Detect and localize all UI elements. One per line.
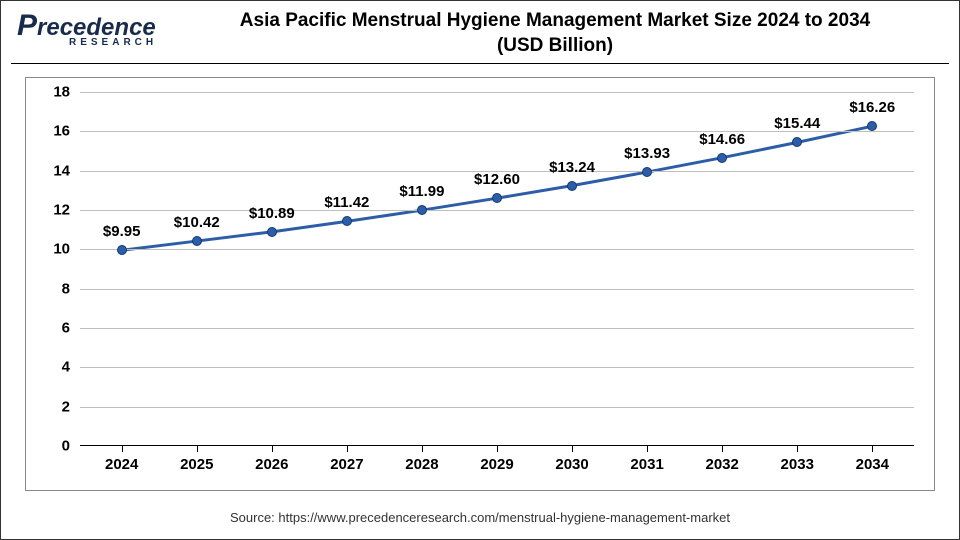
- gridline: [80, 328, 914, 329]
- y-tick-label: 4: [62, 359, 80, 376]
- x-tick-label: 2033: [781, 446, 814, 473]
- data-marker: [567, 181, 577, 191]
- chart-area: 0 2 4 6 8 10 12 14 16 18 2024 2025 2026 2027 2028 2029 2…: [25, 77, 935, 491]
- y-tick-label: 8: [62, 280, 80, 297]
- data-marker: [267, 227, 277, 237]
- chart-container: Precedence RESEARCH Asia Pacific Menstru…: [0, 0, 960, 540]
- series-line: [122, 126, 873, 250]
- data-label: $15.44: [774, 115, 820, 132]
- data-label: $9.95: [103, 223, 141, 240]
- x-tick-label: 2029: [480, 446, 513, 473]
- x-tick-label: 2025: [180, 446, 213, 473]
- x-tick-label: 2034: [856, 446, 889, 473]
- data-label: $10.89: [249, 205, 295, 222]
- chart-title-line2: (USD Billion): [171, 34, 939, 59]
- gridline: [80, 407, 914, 408]
- data-label: $10.42: [174, 214, 220, 231]
- logo-accent: P: [17, 9, 37, 42]
- data-label: $11.42: [324, 194, 369, 211]
- data-label: $16.26: [849, 99, 895, 116]
- gridline: [80, 367, 914, 368]
- y-tick-label: 6: [62, 320, 80, 337]
- y-tick-label: 10: [53, 241, 80, 258]
- y-tick-label: 18: [53, 84, 80, 101]
- x-tick-label: 2030: [555, 446, 588, 473]
- source-text: Source: https://www.precedenceresearch.c…: [1, 510, 959, 525]
- gridline: [80, 249, 914, 250]
- y-tick-label: 16: [53, 123, 80, 140]
- title-box: Asia Pacific Menstrual Hygiene Managemen…: [171, 9, 939, 58]
- gridline: [80, 289, 914, 290]
- data-label: $13.24: [549, 159, 595, 176]
- data-marker: [192, 236, 202, 246]
- chart-title-line1: Asia Pacific Menstrual Hygiene Managemen…: [171, 9, 939, 34]
- y-tick-label: 12: [53, 202, 80, 219]
- x-tick-label: 2031: [630, 446, 663, 473]
- y-tick-label: 0: [62, 438, 80, 455]
- x-tick-label: 2024: [105, 446, 138, 473]
- gridline: [80, 210, 914, 211]
- x-tick-label: 2027: [330, 446, 363, 473]
- data-label: $14.66: [699, 131, 745, 148]
- data-label: $11.99: [399, 183, 444, 200]
- y-tick-label: 14: [53, 162, 80, 179]
- logo-subtext: RESEARCH: [69, 37, 157, 48]
- data-label: $12.60: [474, 171, 520, 188]
- y-tick-label: 2: [62, 398, 80, 415]
- x-tick-label: 2028: [405, 446, 438, 473]
- x-tick-label: 2026: [255, 446, 288, 473]
- header-divider: [11, 63, 949, 64]
- data-marker: [117, 245, 127, 255]
- line-series: [80, 92, 914, 446]
- plot-region: 0246810121416182024202520262027202820292…: [80, 92, 914, 446]
- gridline: [80, 92, 914, 93]
- x-tick-label: 2032: [705, 446, 738, 473]
- data-marker: [717, 153, 727, 163]
- data-label: $13.93: [624, 145, 670, 162]
